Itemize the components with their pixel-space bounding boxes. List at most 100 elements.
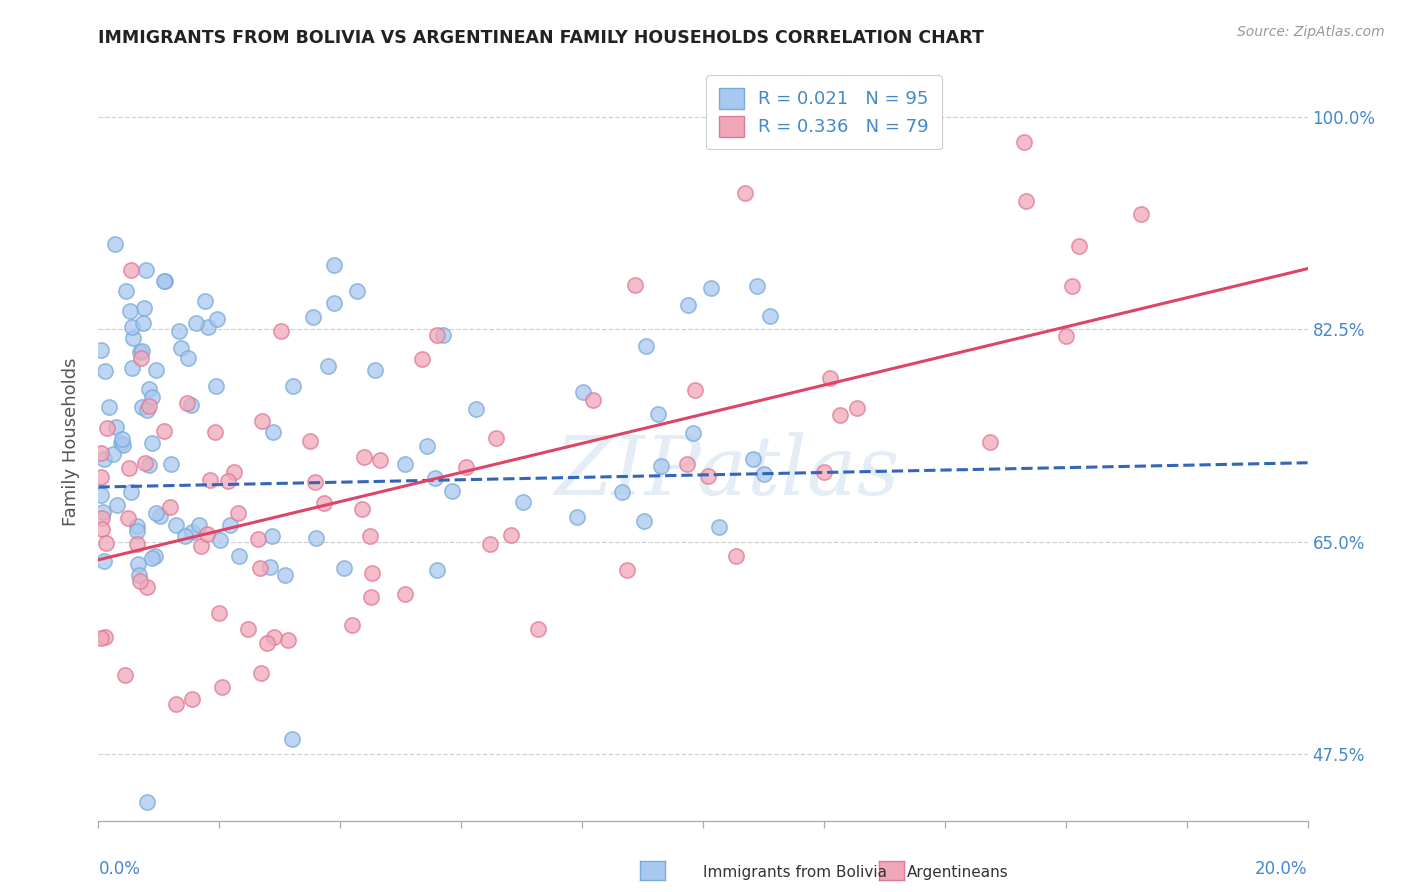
Point xyxy=(301,310,323,324)
Point xyxy=(813,465,835,479)
Point xyxy=(323,295,346,310)
Point xyxy=(205,378,228,392)
Point xyxy=(125,537,148,551)
Point xyxy=(707,520,730,534)
Point xyxy=(368,453,391,467)
Point xyxy=(262,425,284,439)
Point xyxy=(759,309,782,323)
Point xyxy=(208,533,231,547)
Point xyxy=(250,414,273,428)
Point xyxy=(582,393,605,408)
Point xyxy=(128,568,150,582)
Point xyxy=(228,549,250,563)
Point xyxy=(136,403,159,417)
Point xyxy=(259,559,281,574)
Point xyxy=(734,186,756,200)
Point xyxy=(633,514,655,528)
Point xyxy=(104,420,127,434)
Point xyxy=(1129,207,1152,221)
Point xyxy=(361,566,384,580)
Point xyxy=(141,436,163,450)
Point xyxy=(346,284,368,298)
Point xyxy=(323,258,346,272)
Point xyxy=(440,483,463,498)
Point xyxy=(616,563,638,577)
Point xyxy=(512,495,534,509)
Point xyxy=(176,396,198,410)
Point xyxy=(274,567,297,582)
Point xyxy=(121,319,143,334)
Point xyxy=(204,425,226,439)
Point xyxy=(93,554,115,568)
Point xyxy=(122,331,145,345)
Point xyxy=(281,732,304,747)
Point xyxy=(485,431,508,445)
Point xyxy=(353,450,375,465)
Point xyxy=(1069,238,1091,252)
Point xyxy=(685,384,707,398)
Point xyxy=(742,451,765,466)
Point xyxy=(141,551,163,566)
Point xyxy=(333,561,356,575)
Point xyxy=(180,524,202,539)
Point xyxy=(262,529,284,543)
Point xyxy=(90,469,112,483)
Point xyxy=(145,363,167,377)
Point xyxy=(96,421,118,435)
Point xyxy=(432,327,454,342)
Point xyxy=(160,457,183,471)
Text: Argentineans: Argentineans xyxy=(907,865,1008,880)
Point xyxy=(180,398,202,412)
Point xyxy=(360,590,382,604)
Point xyxy=(125,519,148,533)
Point xyxy=(112,438,135,452)
Point xyxy=(94,364,117,378)
Point xyxy=(318,359,340,373)
Point xyxy=(247,532,270,546)
Point xyxy=(114,668,136,682)
Point xyxy=(107,499,129,513)
Point xyxy=(205,312,228,326)
Point xyxy=(117,511,139,525)
Point xyxy=(198,473,221,487)
Point xyxy=(908,132,931,146)
Point xyxy=(636,338,658,352)
Point xyxy=(90,631,112,645)
Text: 0.0%: 0.0% xyxy=(98,860,141,878)
Point xyxy=(138,458,160,473)
Point xyxy=(134,263,156,277)
Point xyxy=(478,537,501,551)
Point xyxy=(250,666,273,681)
Point xyxy=(724,549,747,563)
Point xyxy=(527,622,550,636)
Point xyxy=(752,467,775,481)
Point xyxy=(340,618,363,632)
Point xyxy=(846,401,869,416)
Point xyxy=(678,298,700,312)
Point xyxy=(177,351,200,366)
Point xyxy=(94,536,117,550)
Point xyxy=(249,560,271,574)
Point xyxy=(131,344,153,359)
Point xyxy=(97,401,120,415)
Point xyxy=(236,622,259,636)
Point xyxy=(697,469,720,483)
Point xyxy=(90,446,112,460)
Point xyxy=(101,447,124,461)
Point xyxy=(352,502,374,516)
Point xyxy=(305,531,328,545)
Point xyxy=(979,434,1001,449)
Point xyxy=(132,316,155,330)
Point xyxy=(211,680,233,694)
Point xyxy=(127,557,149,571)
Point xyxy=(675,457,697,471)
Point xyxy=(135,796,157,810)
Point xyxy=(700,281,723,295)
Point xyxy=(188,517,211,532)
Text: 20.0%: 20.0% xyxy=(1256,860,1308,878)
Point xyxy=(141,390,163,404)
Point xyxy=(197,319,219,334)
Point xyxy=(195,527,218,541)
Point xyxy=(120,262,142,277)
Point xyxy=(425,564,447,578)
